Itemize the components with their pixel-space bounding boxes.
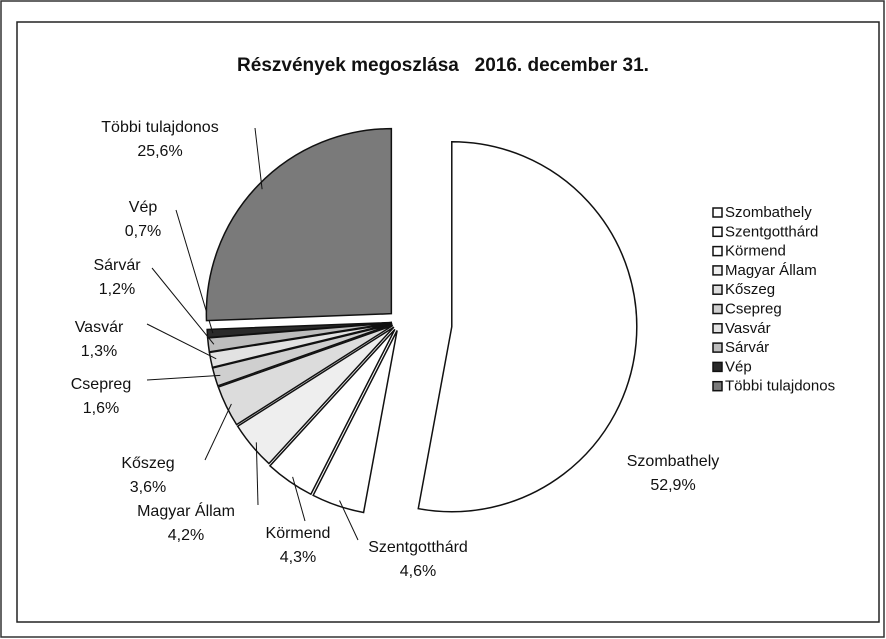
pie-slice	[417, 140, 638, 513]
pie-slice	[236, 326, 395, 465]
legend-label: Magyar Állam	[725, 262, 817, 279]
slice-value-label: 1,3%	[81, 343, 117, 360]
slice-value-label: 3,6%	[130, 479, 166, 496]
legend-swatch	[712, 226, 723, 238]
legend-label: Szombathely	[725, 204, 812, 221]
slice-value-label: 4,3%	[280, 549, 316, 566]
pie-slice	[268, 328, 396, 496]
legend-label: Vép	[725, 358, 752, 375]
pie-slice	[217, 324, 394, 426]
leader-line	[255, 442, 259, 506]
legend-swatch	[712, 207, 723, 218]
slice-label: Kőszeg	[121, 455, 174, 472]
slice-value-label: 1,2%	[99, 281, 135, 298]
slice-label: Vép	[129, 199, 158, 216]
pie-slice	[206, 321, 393, 339]
leader-line	[146, 374, 221, 381]
legend-swatch	[712, 284, 723, 295]
legend-swatch	[712, 245, 723, 257]
leader-line	[204, 403, 232, 461]
slice-value-label: 0,7%	[125, 223, 161, 240]
leader-line	[254, 127, 263, 190]
slice-label: Többi tulajdonos	[101, 119, 218, 136]
legend-label: Körmend	[725, 243, 786, 260]
legend-label: Vasvár	[725, 320, 771, 337]
slice-label: Vasvár	[75, 319, 124, 336]
slice-label: Csepreg	[71, 376, 131, 393]
slice-value-label: 4,2%	[168, 527, 204, 544]
slice-label: Szombathely	[627, 453, 720, 470]
legend-swatch	[712, 380, 723, 392]
legend-swatch	[712, 361, 723, 373]
legend-label: Többi tulajdonos	[725, 378, 835, 395]
slice-value-label: 1,6%	[83, 400, 119, 417]
leader-line	[339, 500, 359, 541]
slice-label: Sárvár	[93, 257, 141, 274]
pie-slice	[312, 330, 398, 514]
slice-label: Magyar Állam	[137, 501, 235, 520]
slice-label: Szentgotthárd	[368, 539, 468, 556]
legend-label: Kőszeg	[725, 281, 775, 298]
legend-swatch	[712, 265, 723, 276]
legend-swatch	[712, 342, 723, 353]
legend-swatch	[712, 303, 723, 315]
pie-slice	[205, 127, 393, 322]
legend-swatch	[712, 323, 723, 334]
legend-label: Sárvár	[725, 339, 769, 356]
plot-frame	[16, 21, 880, 623]
slice-value-label: 52,9%	[650, 477, 695, 494]
leader-line	[151, 267, 215, 345]
legend-label: Csepreg	[725, 300, 782, 317]
leader-line	[146, 323, 217, 360]
legend-label: Szentgotthárd	[725, 223, 818, 240]
chart-title: Részvények megoszlása 2016. december 31.	[237, 55, 649, 76]
slice-label: Körmend	[266, 525, 331, 542]
slice-value-label: 25,6%	[137, 143, 182, 160]
slice-value-label: 4,6%	[400, 563, 436, 580]
leader-line	[292, 476, 306, 522]
